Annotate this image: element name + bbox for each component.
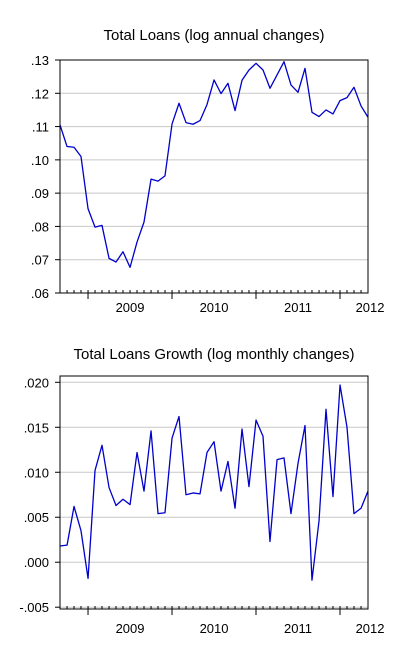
x-tick-label: 2009 — [116, 300, 145, 315]
y-tick-label: .08 — [31, 219, 49, 234]
x-tick-label: 2012 — [356, 300, 385, 315]
x-tick-label: 2010 — [200, 300, 229, 315]
grid-lines — [60, 381, 368, 608]
y-tick-label: .10 — [31, 153, 49, 168]
chart-total-loans-annual: Total Loans (log annual changes) .06 .07.… — [31, 27, 385, 315]
y-tick-label: .005 — [24, 510, 49, 525]
x-tick-label: 2010 — [200, 621, 229, 636]
series-group — [59, 61, 369, 269]
x-tick-label: 2012 — [356, 621, 385, 636]
chart-total-loans-growth-monthly: Total Loans Growth (log monthly changes)… — [19, 346, 384, 636]
x-tick-label: 2009 — [116, 621, 145, 636]
y-axis: .06 .07 .08 .09 .10 .11 .12 .13 — [31, 53, 60, 301]
x-axis: 2009 2010 2011 2012 — [59, 606, 385, 636]
series-line — [59, 384, 369, 581]
series-line — [59, 61, 369, 269]
y-axis: -.005 .000 .005 .010 .015 .020 — [19, 375, 60, 615]
grid-lines — [60, 59, 368, 294]
y-tick-label: .09 — [31, 186, 49, 201]
plot-frame — [59, 375, 369, 610]
y-tick-label: .020 — [24, 375, 49, 390]
plot-frame — [59, 59, 369, 294]
series-group — [59, 384, 369, 581]
x-tick-label: 2011 — [284, 621, 312, 636]
y-tick-label: -.005 — [19, 600, 49, 615]
y-tick-label: .13 — [31, 53, 49, 68]
y-tick-label: .06 — [31, 286, 49, 301]
y-tick-label: .010 — [24, 465, 49, 480]
y-tick-label: .12 — [31, 86, 49, 101]
x-tick-label: 2011 — [284, 300, 312, 315]
y-tick-label: .000 — [24, 555, 49, 570]
chart-title: Total Loans Growth (log monthly changes) — [74, 346, 355, 363]
x-axis: 2009 2010 2011 2012 — [59, 290, 385, 315]
y-tick-label: .11 — [32, 120, 49, 135]
y-tick-label: .015 — [24, 420, 49, 435]
chart-title: Total Loans (log annual changes) — [104, 27, 325, 44]
y-tick-label: .07 — [31, 253, 49, 268]
